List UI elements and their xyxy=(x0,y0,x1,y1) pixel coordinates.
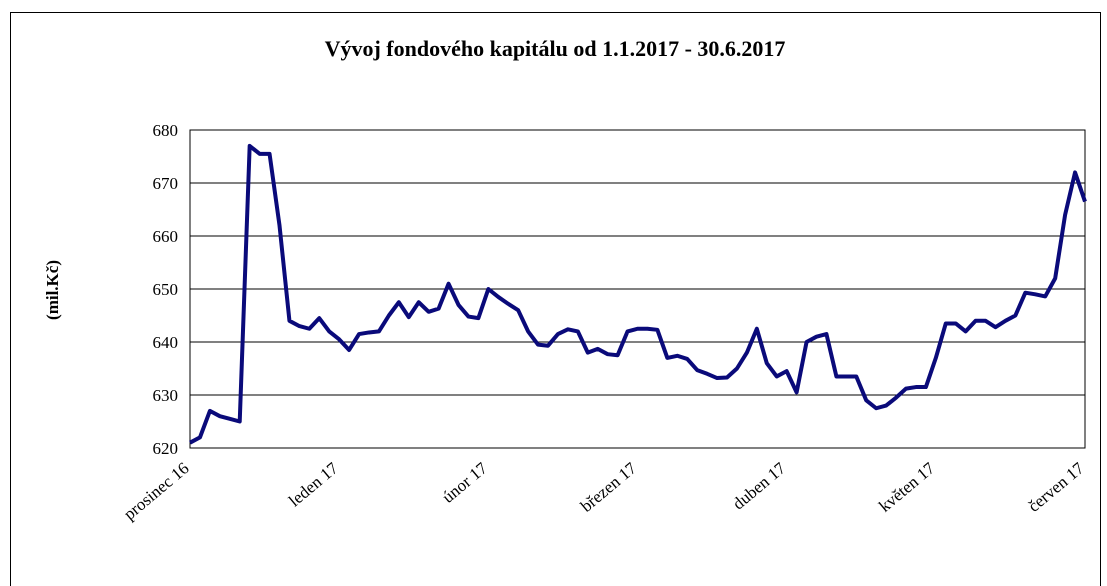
x-tick-label: únor 17 xyxy=(439,458,492,507)
x-tick-label: červen 17 xyxy=(1024,458,1088,516)
x-tick-label: březen 17 xyxy=(577,458,641,516)
chart-title: Vývoj fondového kapitálu od 1.1.2017 - 3… xyxy=(325,36,786,61)
frame xyxy=(10,12,1101,586)
data-line xyxy=(189,143,1087,445)
x-tick-label: prosinec 16 xyxy=(120,459,193,524)
y-tick-label: 650 xyxy=(153,280,179,299)
y-tick-label: 630 xyxy=(153,386,179,405)
y-tick-label: 670 xyxy=(153,174,179,193)
y-tick-label: 640 xyxy=(153,333,179,352)
y-tick-label: 620 xyxy=(153,439,179,458)
x-tick-label: leden 17 xyxy=(285,458,342,510)
y-axis-label: (mil.Kč) xyxy=(43,260,62,320)
y-tick-label: 660 xyxy=(153,227,179,246)
x-tick-label: květen 17 xyxy=(875,458,939,516)
x-tick-label: duben 17 xyxy=(729,458,790,513)
y-tick-label: 680 xyxy=(153,121,179,140)
